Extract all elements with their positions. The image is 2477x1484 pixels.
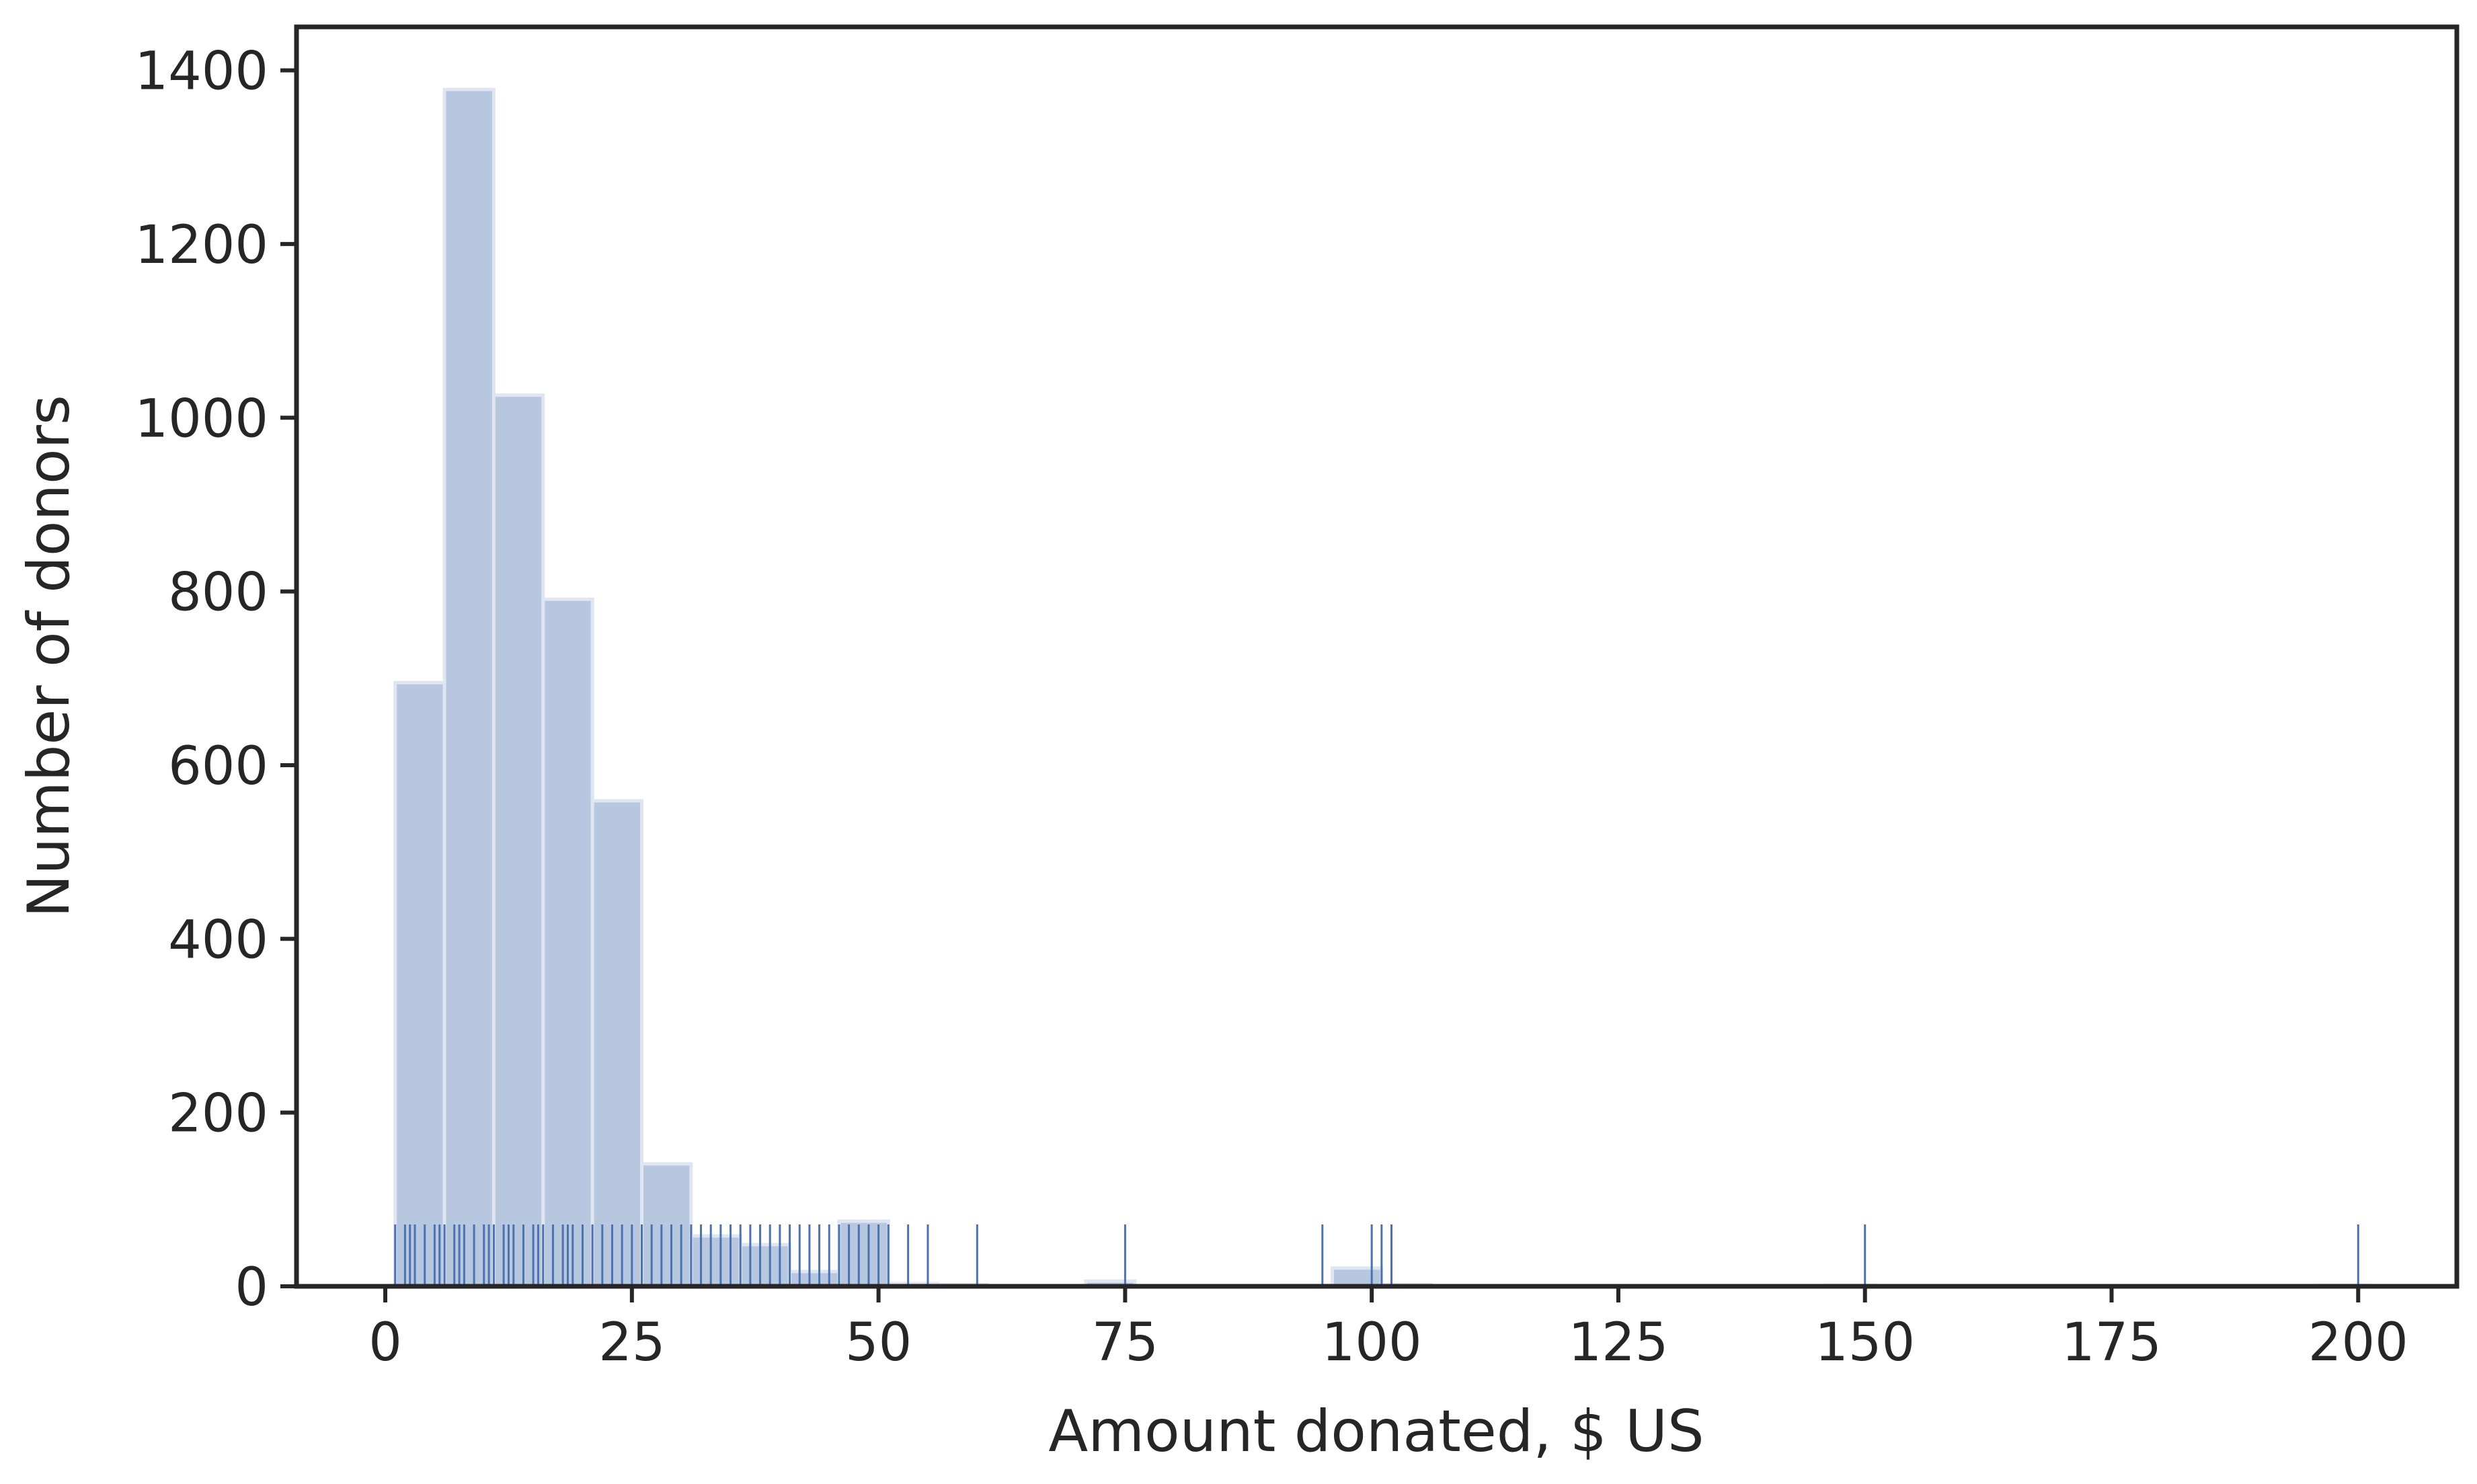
histogram-bar bbox=[1330, 1266, 1384, 1288]
y-tick-label: 400 bbox=[168, 910, 268, 970]
y-axis-ticks: 0 200 400 600 800 1000 1200 1400 bbox=[134, 42, 297, 1318]
histogram-bar bbox=[689, 1234, 742, 1288]
x-tick-label: 125 bbox=[1569, 1313, 1669, 1373]
x-tick-label: 50 bbox=[845, 1313, 912, 1373]
y-tick-label: 1000 bbox=[134, 389, 268, 449]
y-tick-label: 200 bbox=[168, 1084, 268, 1144]
x-axis-ticks: 0 25 50 75 100 125 150 175 200 bbox=[368, 1286, 2408, 1373]
histogram-bar bbox=[738, 1243, 792, 1288]
plot-background bbox=[297, 27, 2457, 1286]
rug-marks bbox=[394, 1224, 2359, 1286]
y-tick-label: 800 bbox=[168, 563, 268, 623]
x-tick-label: 200 bbox=[2308, 1313, 2408, 1373]
x-tick-label: 100 bbox=[1322, 1313, 1422, 1373]
histogram-bar bbox=[442, 87, 496, 1288]
x-tick-label: 25 bbox=[598, 1313, 665, 1373]
histogram-bar bbox=[590, 799, 643, 1288]
x-axis-label: Amount donated, $ US bbox=[1048, 1398, 1704, 1465]
y-axis-label: Number of donors bbox=[15, 395, 83, 918]
histogram-bar bbox=[393, 680, 446, 1288]
histogram-bar bbox=[837, 1219, 890, 1288]
y-tick-label: 600 bbox=[168, 736, 268, 797]
histogram-bar bbox=[492, 393, 545, 1288]
y-tick-label: 1400 bbox=[134, 42, 268, 102]
histogram-bar bbox=[639, 1162, 693, 1288]
x-tick-label: 150 bbox=[1815, 1313, 1915, 1373]
histogram-bars bbox=[393, 87, 2370, 1288]
y-tick-label: 1200 bbox=[134, 215, 268, 276]
plot-frame bbox=[294, 24, 2460, 1289]
x-tick-label: 75 bbox=[1092, 1313, 1158, 1373]
histogram-bar bbox=[541, 597, 594, 1288]
x-tick-label: 175 bbox=[2061, 1313, 2162, 1373]
y-tick-label: 0 bbox=[235, 1257, 268, 1318]
x-tick-label: 0 bbox=[368, 1313, 402, 1373]
